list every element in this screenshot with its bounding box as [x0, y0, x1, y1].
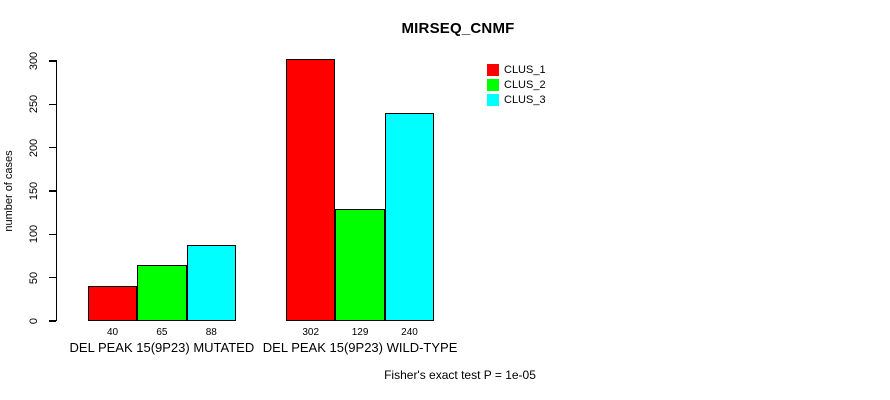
bar-clus_1: [286, 59, 336, 321]
y-tick-label: 300: [28, 51, 40, 71]
bar-value-label: 302: [302, 326, 320, 338]
bar-clus_3: [384, 113, 435, 321]
y-tick-label: 150: [28, 181, 40, 201]
y-tick-mark: [49, 190, 56, 192]
y-tick-mark: [49, 277, 56, 279]
bar-value-label: 240: [401, 326, 418, 338]
bar-clus_2: [335, 209, 385, 321]
y-tick-mark: [49, 320, 56, 322]
legend-row: CLUS_2: [487, 77, 546, 92]
legend-row: CLUS_1: [487, 62, 546, 77]
y-tick-mark: [49, 60, 56, 62]
y-tick-label: 50: [28, 271, 40, 284]
legend-label: CLUS_1: [504, 63, 546, 76]
legend: CLUS_1 CLUS_2 CLUS_3: [487, 62, 546, 107]
bar-value-label: 65: [156, 326, 168, 338]
y-tick-label: 200: [28, 138, 40, 157]
legend-row: CLUS_3: [487, 92, 546, 107]
bar-value-label: 129: [351, 326, 369, 338]
bar-clus_2: [137, 264, 187, 321]
y-tick-mark: [49, 103, 56, 105]
legend-label: CLUS_3: [504, 93, 546, 106]
y-tick-mark: [49, 147, 56, 149]
y-tick-label: 250: [28, 95, 40, 114]
legend-swatch-clus_2: [487, 78, 499, 91]
legend-swatch-clus_1: [487, 63, 499, 76]
chart-title: MIRSEQ_CNMF: [401, 20, 515, 37]
bar-clus_1: [87, 286, 138, 321]
bar-value-label: 88: [205, 326, 217, 338]
y-tick-label: 0: [28, 317, 40, 325]
x-category-label: DEL PEAK 15(9P23) WILD-TYPE: [262, 340, 458, 355]
y-axis-label: number of cases: [3, 150, 15, 232]
footer-note: Fisher's exact test P = 1e-05: [384, 368, 536, 382]
y-tick-label: 100: [28, 225, 40, 244]
y-axis-line: [56, 60, 58, 321]
bar-clus_3: [186, 244, 236, 321]
x-category-label: DEL PEAK 15(9P23) MUTATED: [69, 340, 255, 355]
bar-value-label: 40: [106, 326, 119, 338]
y-tick-mark: [49, 233, 56, 235]
legend-label: CLUS_2: [504, 78, 546, 91]
legend-swatch-clus_3: [487, 93, 499, 106]
